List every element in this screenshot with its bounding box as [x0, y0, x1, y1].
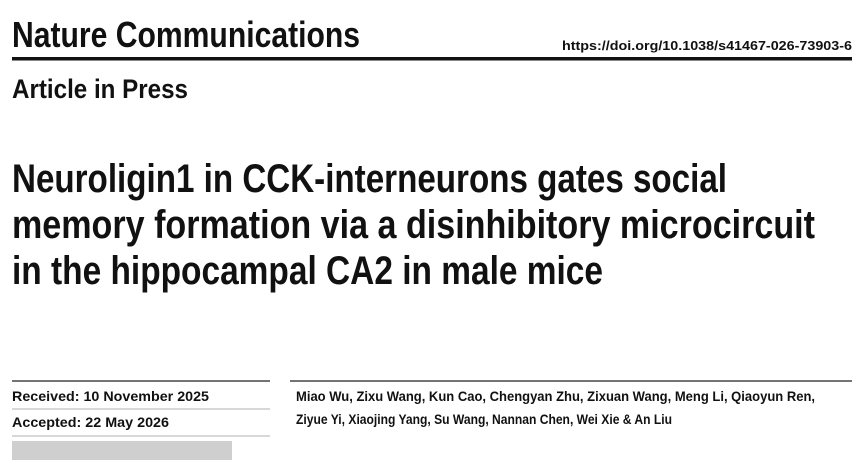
author-line: Miao Wu, Zixu Wang, Kun Cao, Chengyan Zh… [296, 388, 815, 404]
title-line: memory formation via a disinhibitory mic… [12, 203, 815, 247]
doi-link[interactable]: https://doi.org/10.1038/s41467-026-73903… [562, 38, 852, 53]
author-line: Ziyue Yi, Xiaojing Yang, Su Wang, Nannan… [296, 411, 672, 427]
title-line: Neuroligin1 in CCK-interneurons gates so… [12, 157, 727, 201]
redacted-block [12, 441, 232, 460]
title-line: in the hippocampal CA2 in male mice [12, 249, 603, 293]
header-rule [12, 57, 852, 61]
accepted-date: Accepted: 22 May 2026 [12, 414, 169, 430]
article-status: Article in Press [12, 74, 188, 104]
journal-name: Nature Communications [12, 14, 360, 55]
received-date: Received: 10 November 2025 [12, 388, 209, 404]
